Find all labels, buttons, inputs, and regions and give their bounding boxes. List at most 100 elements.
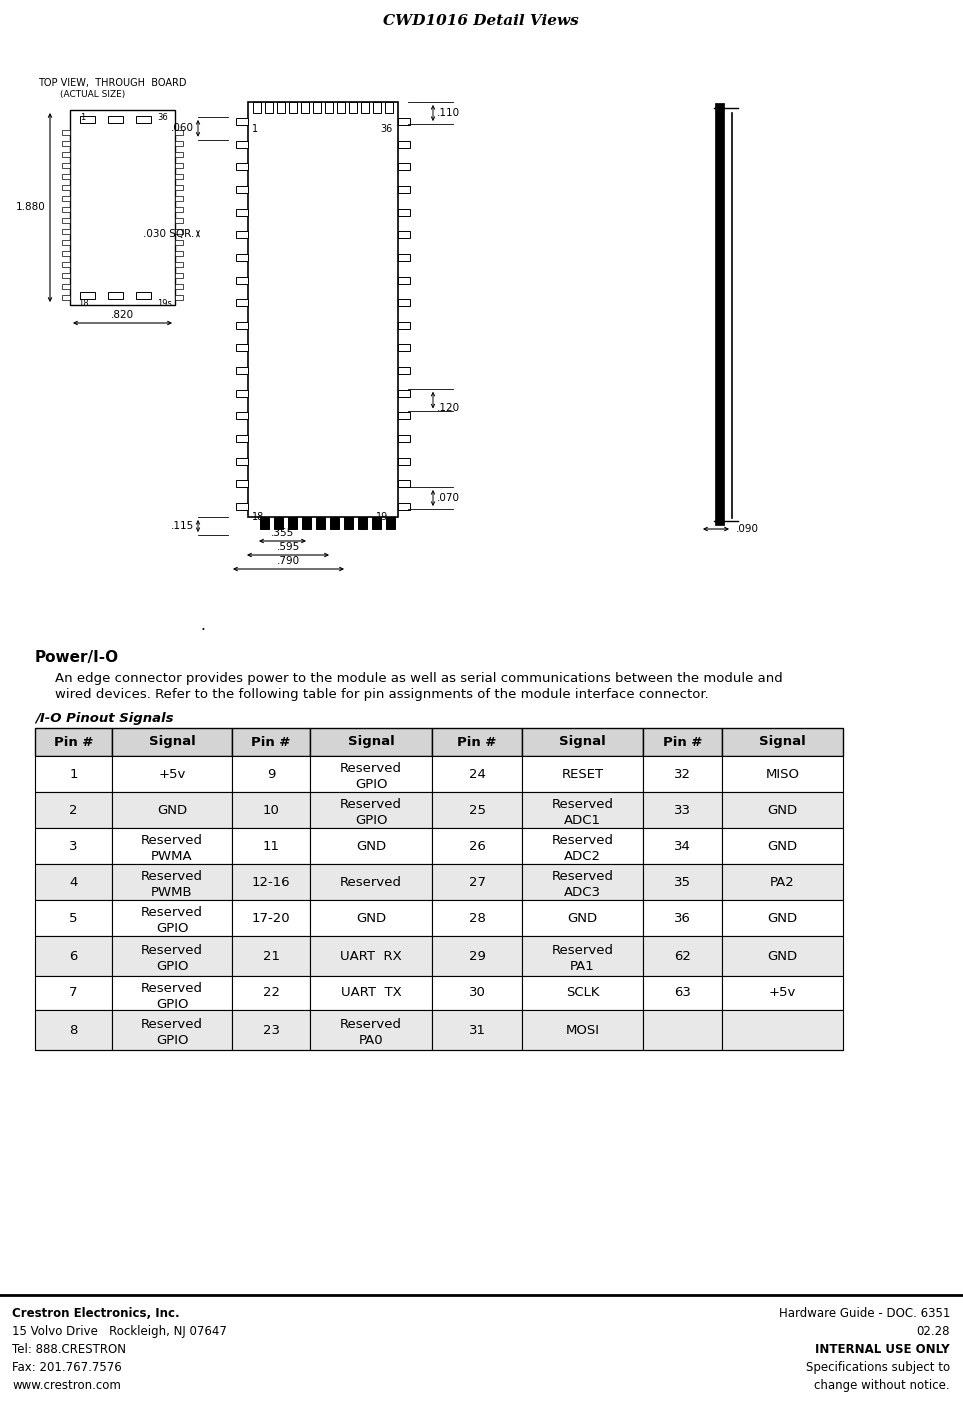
Bar (62, 163, 70, 168)
Bar (722, 828, 843, 864)
Bar (310, 793, 432, 828)
Bar (432, 899, 522, 936)
Bar (232, 936, 310, 976)
Bar (236, 276, 248, 283)
Text: 28: 28 (469, 912, 485, 925)
Bar (62, 229, 70, 234)
Text: PA2: PA2 (770, 875, 794, 888)
Text: .120: .120 (437, 403, 460, 412)
Text: .: . (200, 617, 205, 633)
Bar (108, 116, 123, 123)
Text: .090: .090 (736, 523, 759, 535)
Bar (136, 116, 151, 123)
Text: GND: GND (768, 804, 797, 817)
Text: .595: .595 (276, 542, 299, 551)
Bar (310, 728, 432, 756)
Bar (310, 899, 432, 936)
Bar (62, 185, 70, 189)
Text: 27: 27 (469, 875, 485, 888)
Bar (522, 728, 643, 756)
Bar (253, 102, 261, 114)
Bar (112, 793, 232, 828)
Bar (232, 828, 310, 864)
Text: MISO: MISO (766, 767, 799, 780)
Bar (175, 140, 183, 146)
Bar (62, 174, 70, 180)
Bar (372, 516, 381, 529)
Bar (432, 976, 522, 1010)
Bar (248, 102, 398, 516)
Bar (112, 756, 232, 793)
Bar (112, 728, 232, 756)
Bar (80, 292, 95, 299)
Text: Reserved: Reserved (141, 982, 203, 995)
Text: Signal: Signal (348, 735, 395, 748)
Bar (432, 728, 522, 756)
Text: Reserved: Reserved (552, 870, 613, 884)
Text: ADC1: ADC1 (564, 815, 601, 828)
Bar (175, 185, 183, 189)
Bar (236, 118, 248, 125)
Text: 24: 24 (469, 767, 485, 780)
Bar (175, 174, 183, 180)
Bar (112, 1010, 232, 1049)
Text: GND: GND (356, 839, 386, 853)
Bar (112, 976, 232, 1010)
Text: Reserved: Reserved (141, 906, 203, 919)
Bar (310, 864, 432, 899)
Bar (398, 504, 410, 511)
Text: 10: 10 (263, 804, 279, 817)
Bar (175, 130, 183, 135)
Text: www.crestron.com: www.crestron.com (12, 1379, 121, 1392)
Bar (62, 283, 70, 289)
Bar (398, 209, 410, 216)
Text: 6: 6 (69, 950, 78, 962)
Bar (175, 208, 183, 212)
Bar (62, 217, 70, 223)
Bar (232, 864, 310, 899)
Text: 36: 36 (380, 123, 392, 135)
Text: 26: 26 (469, 839, 485, 853)
Text: 19s: 19s (157, 299, 171, 309)
Text: Reserved: Reserved (340, 1019, 402, 1031)
Bar (62, 196, 70, 201)
Text: UART  TX: UART TX (341, 986, 402, 999)
Text: MOSI: MOSI (565, 1024, 600, 1037)
Bar (373, 102, 381, 114)
Bar (722, 864, 843, 899)
Bar (361, 102, 369, 114)
Bar (62, 240, 70, 246)
Bar (398, 276, 410, 283)
Bar (432, 828, 522, 864)
Text: GND: GND (157, 804, 187, 817)
Bar (236, 345, 248, 352)
Bar (398, 368, 410, 375)
Text: ADC2: ADC2 (564, 850, 601, 863)
Bar (722, 793, 843, 828)
Text: 12-16: 12-16 (251, 875, 290, 888)
Bar (398, 435, 410, 442)
Bar (722, 899, 843, 936)
Bar (398, 163, 410, 170)
Bar (232, 1010, 310, 1049)
Text: 21: 21 (263, 950, 279, 962)
Bar (112, 936, 232, 976)
Bar (398, 187, 410, 194)
Text: INTERNAL USE ONLY: INTERNAL USE ONLY (816, 1343, 950, 1357)
Bar (232, 728, 310, 756)
Text: 22: 22 (263, 986, 279, 999)
Bar (325, 102, 333, 114)
Text: Reserved: Reserved (340, 762, 402, 776)
Bar (62, 274, 70, 278)
Bar (643, 828, 722, 864)
Text: 36: 36 (674, 912, 690, 925)
Bar (522, 793, 643, 828)
Text: GPIO: GPIO (354, 815, 387, 828)
Text: GPIO: GPIO (156, 1034, 188, 1048)
Text: An edge connector provides power to the module as well as serial communications : An edge connector provides power to the … (55, 672, 783, 685)
Bar (35, 728, 112, 756)
Bar (722, 976, 843, 1010)
Text: GND: GND (768, 839, 797, 853)
Bar (643, 793, 722, 828)
Bar (112, 828, 232, 864)
